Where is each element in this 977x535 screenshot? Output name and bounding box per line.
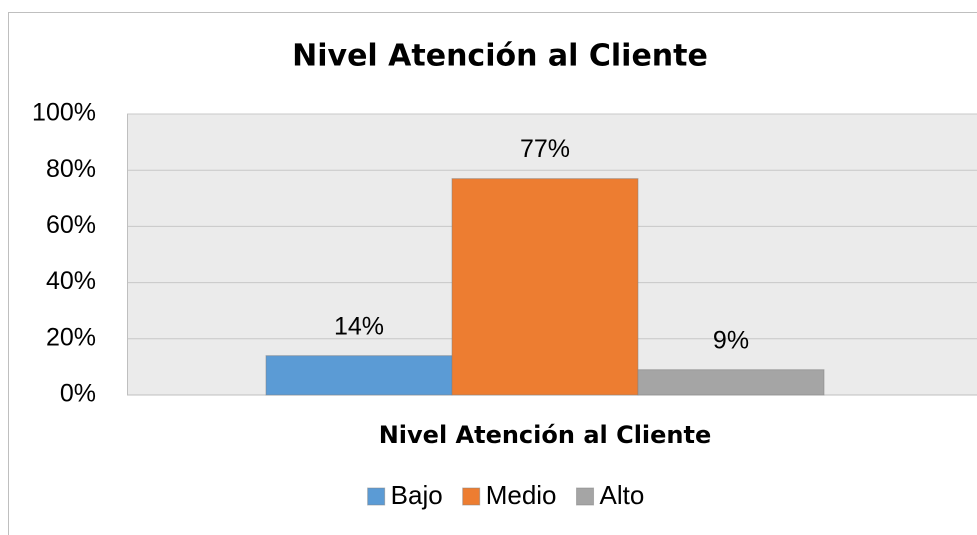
legend-label: Alto <box>600 480 645 510</box>
legend-swatch <box>576 487 595 506</box>
x-tick-label: Nivel Atención al Cliente <box>379 421 712 449</box>
data-label: 9% <box>713 326 749 354</box>
y-tick-label: 60% <box>46 211 96 239</box>
y-tick-label: 20% <box>46 323 96 351</box>
y-tick-label: 40% <box>46 267 96 295</box>
legend-swatch <box>462 487 481 506</box>
data-label: 77% <box>520 135 570 163</box>
y-tick-label: 100% <box>32 99 96 127</box>
y-tick-label: 80% <box>46 155 96 183</box>
legend-label: Medio <box>486 480 557 510</box>
legend-label: Bajo <box>391 480 443 510</box>
bar <box>451 178 639 396</box>
bar <box>265 355 453 396</box>
y-tick-label: 0% <box>60 380 96 408</box>
legend-swatch <box>367 487 386 506</box>
data-label: 14% <box>334 312 384 340</box>
bar <box>637 369 825 396</box>
chart-title: Nivel Atención al Cliente <box>292 39 708 74</box>
